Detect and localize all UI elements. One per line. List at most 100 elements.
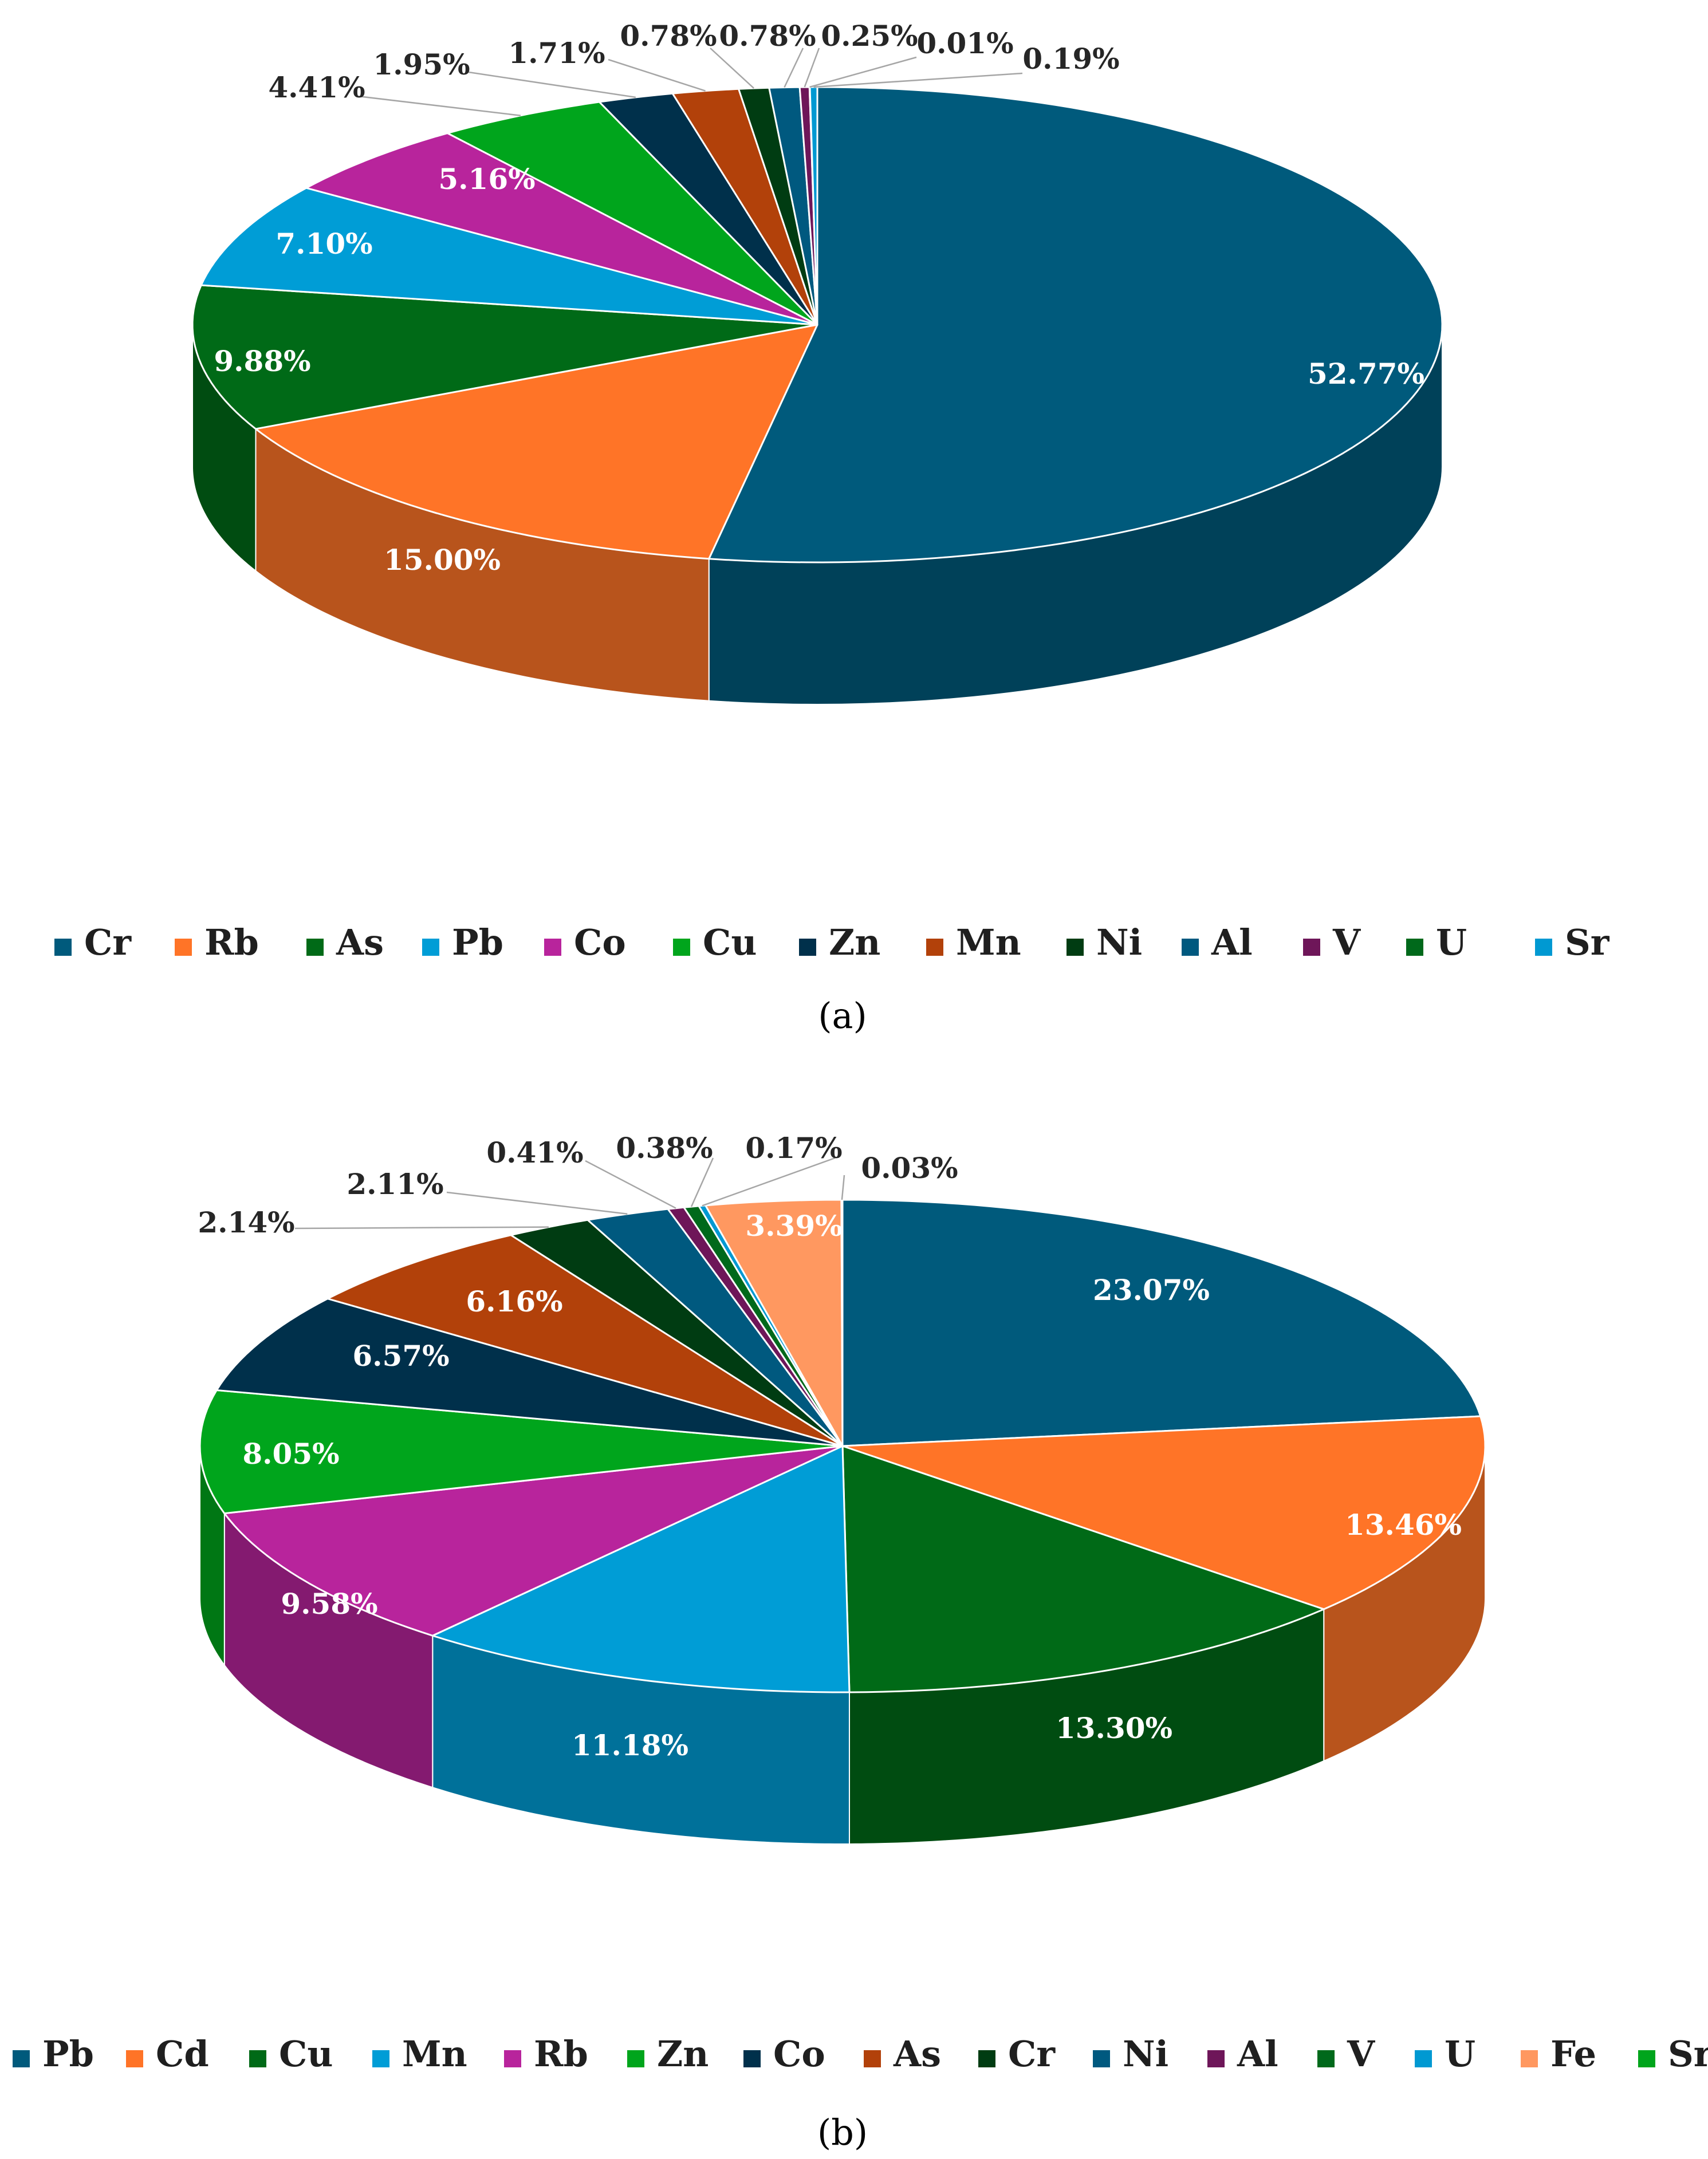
pie-slice-rb [223,1445,844,1637]
legend-label-pb: Pb [452,921,503,963]
data-label-ni: 2.11% [347,1167,443,1201]
legend-swatch-v [1303,939,1320,956]
data-label-zn: 1.95% [373,48,470,81]
pie-slice-zn [199,1389,844,1515]
legend-swatch-cd [126,2050,143,2067]
pie-slice-mn [671,88,818,326]
legend-label-mn: Mn [956,921,1021,963]
data-label-pb: 23.07% [1093,1273,1210,1307]
legend-swatch-pb [13,2050,30,2067]
legend-swatch-al [1182,939,1199,956]
pie-chart-a: 52.77% 15.00% 9.88% 7.10% 5.16% 4.41%1.95% 1.7… [191,19,1443,706]
legend-label-pb: Pb [42,2033,94,2075]
legend-label-al: Al [1211,921,1253,963]
data-label-as: 9.88% [214,344,310,378]
data-label-zn: 8.05% [242,1437,339,1471]
pie-slice-cu [446,101,818,326]
legend-a: Cr Rb As Pb Co Cu Zn Mn Ni Al V U Sr [54,921,1610,963]
legend-swatch-mn [372,2050,389,2067]
legend-label-v: V [1347,2033,1375,2075]
pie-slice-co [305,132,818,326]
data-label-rb: 15.00% [384,543,501,577]
data-label-cd: 13.46% [1345,1508,1462,1542]
leader-line-u [702,1157,836,1207]
legend-label-zn: Zn [829,921,880,963]
leader-line-sr [813,72,1023,88]
legend-label-cr: Cr [84,921,132,963]
leader-line-mn [608,58,706,92]
legend-label-v: V [1332,921,1361,963]
legend-swatch-u [1415,2050,1432,2067]
data-label-co: 6.57% [352,1339,449,1373]
legend-label-al: Al [1237,2033,1278,2075]
data-label-u: 0.01% [916,26,1013,60]
legend-swatch-cr [978,2050,995,2067]
data-label-pb: 7.10% [276,227,372,261]
legend-label-co: Co [574,921,626,963]
legend-swatch-rb [504,2050,521,2067]
leader-line-ni [446,1191,628,1215]
pie-slice-cd [841,1415,1486,1610]
pie-slice-as [326,1234,844,1447]
pie-slice-cr [708,86,1443,564]
data-label-v: 0.25% [821,19,918,53]
pie-slice-mn [431,1445,851,1693]
panel-label-b: (b) [817,2111,868,2153]
data-label-cr: 52.77% [1308,357,1424,391]
legend-label-u: U [1436,921,1467,963]
leader-line-u [809,56,917,88]
legend-label-cu: Cu [703,921,757,963]
legend-swatch-sr [1535,939,1552,956]
leader-line-zn [468,71,636,99]
data-label-al: 0.78% [719,19,816,53]
legend-label-sr: Sr [1565,921,1610,963]
legend-swatch-zn [627,2050,644,2067]
legend-swatch-ni [1093,2050,1110,2067]
pie-slice-zn [598,92,818,326]
leader-line-sr [841,1175,845,1200]
pie-slice-fe [705,1199,844,1447]
legend-label-rb: Rb [534,2033,588,2075]
pie-slice-rb [254,324,818,560]
leader-line-al [585,1160,676,1209]
legend-swatch-u [1406,939,1423,956]
legend-swatch-rb [175,939,192,956]
legend-label-ni: Ni [1123,2033,1168,2075]
data-label-mn: 11.18% [572,1728,688,1762]
panel-label-a: (a) [818,995,867,1037]
legend-label-as: As [893,2033,941,2075]
legend-label-cr: Cr [1008,2033,1056,2075]
pie-slice-sr [809,86,818,326]
legend-swatch-fe [1521,2050,1538,2067]
legend-label-u: U [1445,2033,1475,2075]
data-label-as: 6.16% [466,1285,562,1318]
legend-swatch-mn [926,939,943,956]
data-label-mn: 1.71% [508,36,605,70]
data-label-rb: 9.58% [281,1587,377,1621]
data-label-fe: 3.39% [745,1209,842,1243]
legend-swatch-cu [249,2050,266,2067]
legend-label-sr: Sr [1668,2033,1708,2075]
leader-line-v [690,1157,714,1207]
legend-label-ni: Ni [1096,921,1142,963]
legend-label-rb: Rb [204,921,259,963]
data-label-u: 0.17% [745,1131,842,1165]
data-label-v: 0.38% [616,1131,713,1165]
pie-slice-co [215,1298,844,1447]
pie-slice-pb [200,187,818,326]
legend-swatch-as [306,939,324,956]
legend-swatch-sr [1638,2050,1655,2067]
legend-swatch-cu [673,939,690,956]
data-label-ni: 0.78% [620,19,717,53]
pie-slice-cu [841,1445,1325,1693]
legend-swatch-co [743,2050,761,2067]
leader-line-cr [294,1226,549,1230]
data-label-sr: 0.19% [1022,42,1119,76]
legend-b: Pb Cd Cu Mn Rb Zn Co As Cr Ni Al V U Fe Sr [13,2033,1708,2075]
data-label-cu: 4.41% [268,70,365,104]
data-label-sr: 0.03% [861,1151,958,1185]
pie-chart-b: 23.07% 13.46% 13.30% 11.18% 9.58% 8.05% 6.57% 6… [198,1131,1486,1845]
leader-line-ni [710,48,754,89]
pie-slice-pb [841,1199,1482,1447]
data-label-al: 0.41% [486,1136,583,1169]
